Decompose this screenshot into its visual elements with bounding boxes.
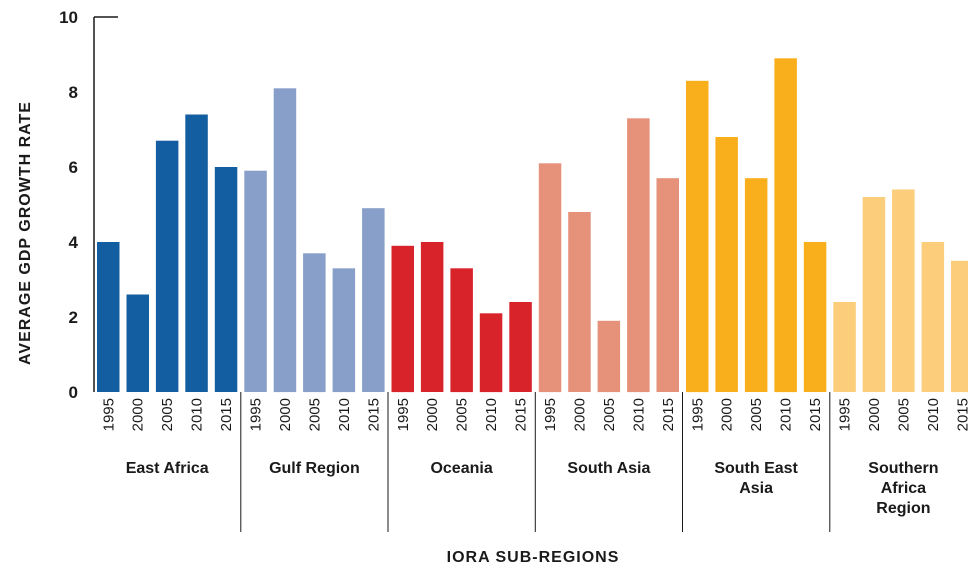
bar	[97, 242, 120, 392]
bar	[155, 140, 179, 392]
x-tick-label: 2000	[719, 398, 736, 431]
x-tick-label: 2000	[572, 398, 589, 431]
x-tick-label: 1995	[542, 398, 559, 431]
bar	[715, 137, 738, 392]
x-tick-label: 2015	[660, 398, 677, 431]
bar	[862, 197, 886, 392]
x-tick-label: 2005	[454, 398, 471, 431]
x-tick-label: 2010	[630, 398, 647, 431]
bar	[951, 260, 968, 393]
y-tick-label: 4	[69, 233, 79, 252]
bar	[126, 294, 149, 392]
group-label: Asia	[739, 480, 773, 497]
y-tick-label: 8	[69, 83, 78, 102]
bar	[921, 242, 945, 392]
bar	[597, 320, 621, 393]
bar	[450, 268, 473, 393]
x-tick-label: 1995	[689, 398, 706, 431]
x-tick-label: 2010	[189, 398, 206, 431]
x-tick-label: 2015	[807, 398, 824, 431]
bar	[833, 302, 856, 392]
bar	[185, 114, 208, 392]
y-axis-title-group: AVERAGE GDP GROWTH RATE	[17, 101, 34, 365]
x-tick-label: 2005	[601, 398, 618, 431]
y-tick-label: 6	[69, 158, 78, 177]
x-tick-label: 2005	[748, 398, 765, 431]
y-tick-label: 10	[59, 8, 78, 27]
x-tick-label: 2000	[277, 398, 294, 431]
bar	[273, 88, 297, 393]
x-tick-label: 2005	[895, 398, 912, 431]
group-label: Southern	[868, 460, 938, 477]
bar	[332, 268, 356, 393]
bar	[803, 242, 827, 392]
y-tick-label: 0	[69, 383, 78, 402]
group-label: Oceania	[430, 460, 492, 477]
x-tick-label: 2010	[925, 398, 942, 431]
bar	[479, 313, 503, 393]
bar	[568, 212, 591, 392]
bar	[509, 302, 532, 392]
axes: 0 2 4 6 8 10	[59, 8, 831, 532]
bar	[744, 178, 768, 392]
bar	[391, 245, 414, 393]
y-tick-label: 2	[69, 308, 78, 327]
x-tick-label: 2010	[483, 398, 500, 431]
x-tick-label: 2010	[778, 398, 795, 431]
x-tick-label: 2015	[218, 398, 235, 431]
group-label: East Africa	[126, 460, 209, 477]
bar	[362, 208, 385, 392]
bar	[538, 163, 562, 393]
bar	[627, 118, 650, 393]
bar	[656, 178, 679, 392]
bar	[774, 58, 797, 393]
bar	[244, 170, 267, 392]
x-tick-label: 2010	[336, 398, 353, 431]
group-label: Africa	[881, 480, 926, 497]
labels: 1995 2000 2005 2010 2015 East Africa 1995 2000 2…	[100, 398, 968, 517]
bars	[97, 58, 968, 393]
bar	[892, 189, 915, 392]
y-axis-title: AVERAGE GDP GROWTH RATE	[17, 101, 34, 365]
bar	[303, 253, 326, 393]
group-label: Gulf Region	[269, 460, 360, 477]
group-label: South Asia	[567, 460, 650, 477]
x-tick-label: 1995	[100, 398, 117, 431]
x-tick-label: 2015	[954, 398, 968, 431]
x-tick-label: 2000	[866, 398, 883, 431]
x-tick-label: 2000	[130, 398, 147, 431]
x-axis-title: IORA SUB-REGIONS	[447, 549, 620, 566]
group-label: Region	[876, 500, 930, 517]
bar	[420, 242, 444, 392]
bar	[686, 80, 709, 393]
x-tick-label: 2005	[159, 398, 176, 431]
x-tick-label: 1995	[395, 398, 412, 431]
group-label: South East	[714, 460, 798, 477]
x-tick-label: 1995	[837, 398, 854, 431]
x-tick-label: 1995	[248, 398, 265, 431]
x-tick-label: 2000	[424, 398, 441, 431]
x-tick-label: 2005	[306, 398, 323, 431]
x-tick-label: 2015	[365, 398, 382, 431]
bar	[214, 167, 238, 392]
x-tick-label: 2015	[513, 398, 530, 431]
